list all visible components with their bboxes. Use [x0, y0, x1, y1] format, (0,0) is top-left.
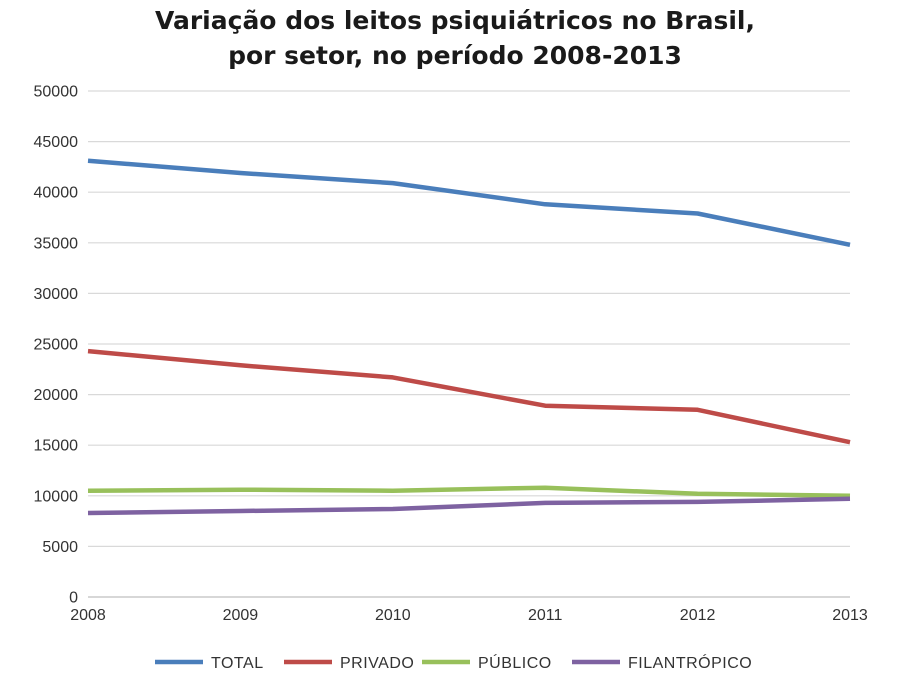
legend-label-filantropico: FILANTRÓPICO: [628, 653, 752, 672]
y-tick-label: 10000: [34, 488, 79, 505]
legend-label-privado: PRIVADO: [340, 655, 414, 672]
series-line-filantropico: [87, 496, 851, 516]
y-tick-label: 30000: [34, 286, 79, 303]
y-tick-label: 40000: [34, 185, 79, 202]
y-tick-label: 5000: [42, 539, 78, 556]
x-tick-label: 2009: [223, 607, 259, 624]
x-tick-label: 2012: [680, 607, 716, 624]
y-tick-label: 45000: [34, 134, 79, 151]
series-lines: [87, 158, 851, 516]
legend: TOTAL PRIVADO PÚBLICO FILANTRÓPICO: [155, 653, 752, 672]
y-tick-label: 20000: [34, 387, 79, 404]
x-tick-label: 2010: [375, 607, 411, 624]
y-tick-label: 50000: [34, 84, 79, 101]
y-tick-label: 35000: [34, 235, 79, 252]
chart-title-line-1: Variação dos leitos psiquiátricos no Bra…: [155, 6, 755, 35]
x-axis-ticks: 2008 2009 2010 2011 2012 2013: [70, 607, 868, 624]
series-line-publico: [87, 485, 851, 499]
x-tick-label: 2013: [832, 607, 868, 624]
series-line-total: [87, 158, 851, 248]
y-axis-ticks: 0 5000 10000 15000 20000 25000 30000 35000 40000…: [34, 84, 79, 607]
legend-label-publico: PÚBLICO: [478, 653, 552, 672]
y-tick-label: 25000: [34, 337, 79, 354]
legend-label-total: TOTAL: [211, 655, 264, 672]
y-tick-label: 15000: [34, 438, 79, 455]
y-tick-label: 0: [69, 590, 78, 607]
x-tick-label: 2011: [528, 607, 563, 624]
chart-title-line-2: por setor, no período 2008-2013: [228, 41, 682, 70]
series-line-privado: [87, 348, 851, 445]
grid: [88, 90, 850, 598]
x-tick-label: 2008: [70, 607, 106, 624]
